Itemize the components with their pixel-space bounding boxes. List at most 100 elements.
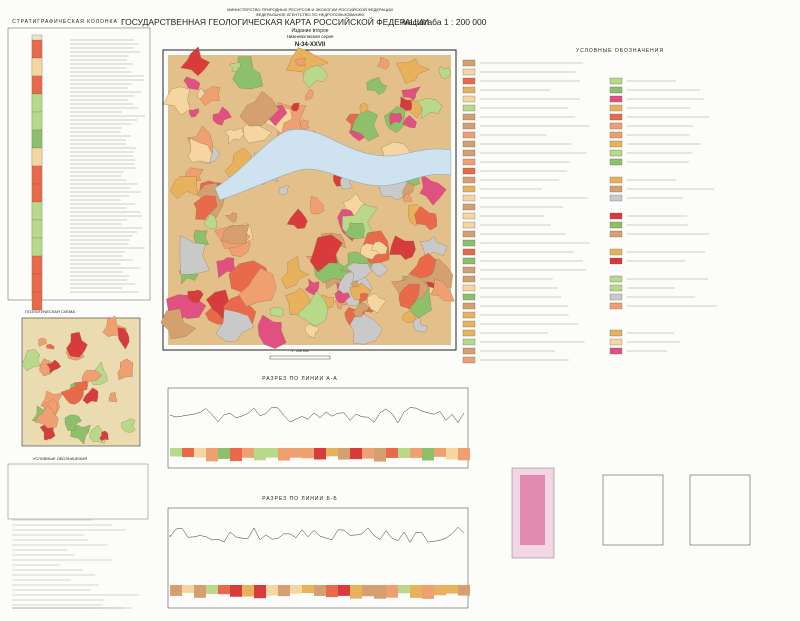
legend-swatch [609, 257, 623, 265]
legend-swatch [462, 104, 476, 112]
map-unit [21, 349, 41, 372]
map-unit [367, 293, 387, 313]
strat-layer [31, 111, 43, 131]
section-unit [170, 585, 182, 596]
legend-swatch [609, 104, 623, 112]
section-unit [302, 585, 314, 594]
agency: ФЕДЕРАЛЬНОЕ АГЕНТСТВО ПО НЕДРОПОЛЬЗОВАНИ… [256, 12, 365, 17]
legend-swatch [609, 212, 623, 220]
map-unit [43, 430, 56, 441]
map-unit [310, 234, 343, 273]
section-a-frame [167, 387, 469, 469]
map-unit [334, 289, 351, 304]
legend-swatch [462, 311, 476, 319]
map-unit [188, 137, 212, 163]
section-unit [398, 585, 410, 594]
map-unit [224, 212, 238, 223]
map-unit [117, 327, 130, 350]
map-unit [345, 262, 372, 283]
section-unit [182, 585, 194, 594]
legend-swatch [609, 86, 623, 94]
map-unit [193, 195, 218, 220]
legend-swatch [462, 239, 476, 247]
section-unit [290, 585, 302, 594]
map-unit [38, 337, 47, 347]
section-unit [434, 448, 446, 457]
strat-layer [31, 237, 43, 257]
map-unit [371, 241, 388, 255]
legend-swatch [462, 122, 476, 130]
section-unit [254, 448, 266, 461]
map-unit [419, 173, 447, 206]
map-unit [46, 359, 62, 374]
legend-swatch [462, 113, 476, 121]
map-unit [344, 222, 365, 239]
map-unit [189, 108, 200, 118]
legend-swatch [609, 221, 623, 229]
strat-layer [31, 183, 43, 203]
section-unit [458, 448, 470, 461]
strat-title: СТРАТИГРАФИЧЕСКАЯ КОЛОНКА [12, 19, 118, 25]
map-unit [160, 308, 197, 339]
section-unit [218, 585, 230, 595]
legend-swatch [462, 302, 476, 310]
legend-swatch [462, 194, 476, 202]
legend-swatch [609, 158, 623, 166]
strat-layer [31, 129, 43, 149]
map-unit [349, 314, 383, 345]
legend-title: УСЛОВНЫЕ ОБОЗНАЧЕНИЯ [576, 48, 664, 54]
section-unit [218, 448, 230, 459]
section-unit [206, 585, 218, 595]
strat-layer [31, 57, 43, 77]
legend-swatch [462, 248, 476, 256]
map-unit [417, 98, 443, 119]
section-unit [326, 448, 338, 457]
legend-swatch [462, 68, 476, 76]
map-unit [296, 291, 329, 327]
map-unit [70, 424, 91, 445]
section-unit [230, 585, 242, 597]
section-unit [458, 585, 470, 596]
legend-swatch [462, 338, 476, 346]
map-unit [180, 46, 210, 77]
section-unit [374, 585, 386, 599]
legend-swatch [462, 356, 476, 364]
section-unit [194, 448, 206, 458]
legend-swatch [609, 185, 623, 193]
section-unit [422, 585, 434, 599]
map-unit [352, 301, 370, 318]
legend-swatch [609, 302, 623, 310]
section-unit [362, 585, 374, 597]
legend-swatch [462, 140, 476, 148]
map-unit [305, 89, 314, 101]
section-unit [278, 585, 290, 597]
legend-swatch [609, 77, 623, 85]
section-unit [338, 448, 350, 460]
section-unit [398, 448, 410, 458]
section-unit [314, 585, 326, 596]
map-unit [398, 283, 420, 309]
section-unit [182, 448, 194, 458]
edition: Издание второе [291, 28, 328, 34]
legend-swatch [462, 221, 476, 229]
ministry: МИНИСТЕРСТВО ПРИРОДНЫХ РЕСУРСОВ И ЭКОЛОГ… [227, 7, 393, 12]
section-unit [290, 448, 302, 458]
profile-line [169, 526, 465, 543]
map-unit [187, 289, 204, 303]
legend-swatch [462, 131, 476, 139]
scheme-title: ГЕОЛОГИЧЕСКАЯ СХЕМА [25, 309, 75, 314]
scale-bar [269, 355, 331, 360]
legend-swatch [462, 86, 476, 94]
strat-layer [31, 255, 43, 275]
legend-swatch [609, 140, 623, 148]
map-unit [402, 115, 417, 129]
legend-swatch [462, 149, 476, 157]
legend-swatch [462, 275, 476, 283]
map-unit [269, 306, 285, 318]
legend-swatch [609, 338, 623, 346]
section-b-title: РАЗРЕЗ ПО ЛИНИИ Б-Б [262, 496, 337, 502]
strat-layer [31, 201, 43, 221]
legend-swatch [609, 347, 623, 355]
section-unit [338, 585, 350, 596]
